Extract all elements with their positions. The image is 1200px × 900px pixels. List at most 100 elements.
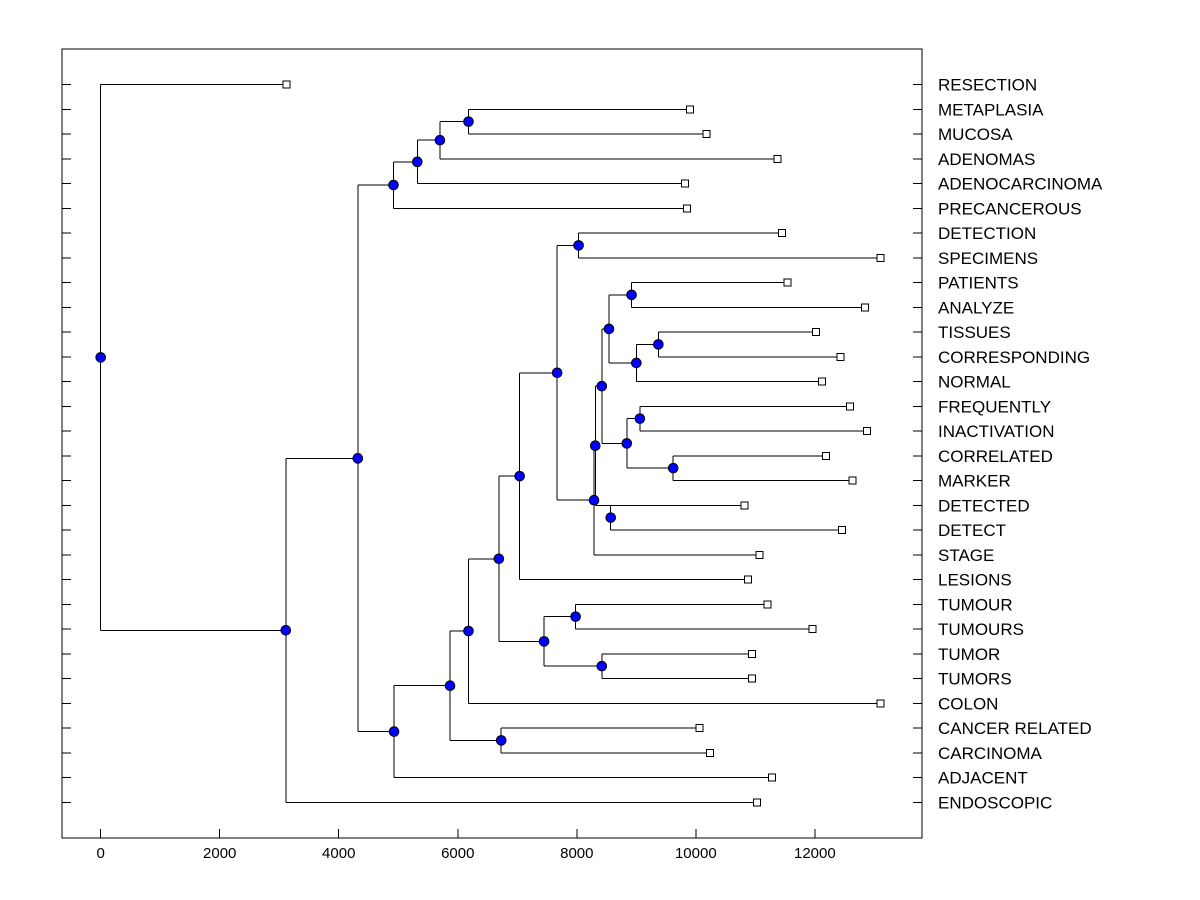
leaf-label-tissues: TISSUES bbox=[938, 323, 1011, 342]
dendrogram-edges bbox=[100, 84, 881, 803]
cluster-node-n1 bbox=[463, 116, 474, 127]
leaf-label-detection: DETECTION bbox=[938, 224, 1036, 243]
cluster-node-n15 bbox=[605, 512, 617, 523]
leaf-marker-tumours bbox=[808, 625, 817, 633]
leaf-marker-specimens bbox=[876, 253, 885, 262]
leaf-marker-detection bbox=[778, 229, 787, 237]
cluster-node-n17 bbox=[551, 367, 563, 379]
cluster-node-n21 bbox=[538, 636, 550, 647]
cluster-node-n11 bbox=[667, 462, 679, 474]
leaf-marker-tissues bbox=[812, 328, 821, 336]
leaf-label-lesions: LESIONS bbox=[938, 571, 1012, 590]
cluster-node-n23 bbox=[463, 625, 474, 637]
x-tick-label: 10000 bbox=[675, 845, 717, 862]
x-tick-label: 6000 bbox=[441, 845, 474, 862]
leaf-marker-corresponding bbox=[836, 352, 845, 361]
leaf-label-adenocarcinoma: ADENOCARCINOMA bbox=[938, 175, 1103, 194]
leaf-label-detected: DETECTED bbox=[938, 496, 1030, 515]
leaf-label-adenomas: ADENOMAS bbox=[938, 150, 1035, 169]
cluster-node-n6 bbox=[626, 289, 637, 301]
leaf-label-corresponding: CORRESPONDING bbox=[938, 348, 1090, 367]
leaf-label-specimens: SPECIMENS bbox=[938, 249, 1038, 268]
cluster-node-n27 bbox=[352, 453, 364, 464]
leaf-label-marker: MARKER bbox=[938, 472, 1011, 491]
leaf-label-frequently: FREQUENTLY bbox=[938, 397, 1051, 416]
leaf-marker-inactivation bbox=[863, 427, 872, 435]
leaf-label-tumour: TUMOUR bbox=[938, 595, 1013, 614]
leaf-label-patients: PATIENTS bbox=[938, 274, 1019, 293]
leaf-label-stage: STAGE bbox=[938, 546, 994, 565]
leaf-marker-endoscopic bbox=[753, 798, 762, 807]
cluster-node-n13 bbox=[596, 380, 608, 392]
leaf-labels: RESECTION METAPLASIA MUCOSA ADENOMAS ADENOCA… bbox=[938, 76, 1103, 813]
cluster-node-n29 bbox=[95, 352, 106, 363]
y-axis-ticks bbox=[62, 84, 922, 803]
cluster-node-n4 bbox=[388, 179, 399, 191]
leaf-label-normal: NORMAL bbox=[938, 373, 1011, 392]
leaf-marker-frequently bbox=[845, 402, 854, 411]
cluster-node-n9 bbox=[603, 323, 615, 335]
leaf-marker-stage bbox=[755, 550, 764, 559]
node-markers bbox=[95, 116, 679, 746]
leaf-marker-adjacent bbox=[768, 773, 777, 782]
leaf-marker-adenomas bbox=[773, 154, 782, 163]
leaf-marker-adenocarcinoma bbox=[681, 179, 690, 188]
leaf-label-correlated: CORRELATED bbox=[938, 447, 1053, 466]
leaf-label-mucosa: MUCOSA bbox=[938, 125, 1013, 144]
x-tick-label: 0 bbox=[97, 845, 105, 862]
leaf-label-metaplasia: METAPLASIA bbox=[938, 100, 1044, 119]
cluster-node-n10 bbox=[634, 413, 646, 424]
leaf-marker-precancerous bbox=[682, 204, 691, 213]
leaf-marker-detect bbox=[838, 526, 847, 534]
cluster-node-n20 bbox=[596, 660, 608, 672]
cluster-node-n2 bbox=[434, 134, 446, 146]
leaf-marker-lesions bbox=[744, 575, 753, 584]
x-tick-label: 8000 bbox=[560, 845, 593, 862]
leaf-marker-colon bbox=[876, 699, 885, 708]
leaf-marker-tumor bbox=[747, 649, 756, 658]
leaf-label-tumours: TUMOURS bbox=[938, 620, 1024, 639]
leaf-label-cancer-related: CANCER RELATED bbox=[938, 719, 1092, 738]
x-tick-label: 12000 bbox=[794, 845, 836, 862]
cluster-node-n16 bbox=[588, 494, 600, 506]
leaf-marker-cancer-related bbox=[695, 724, 704, 732]
leaf-marker-mucosa bbox=[702, 130, 711, 138]
cluster-node-n28 bbox=[280, 624, 292, 636]
leaf-label-carcinoma: CARCINOMA bbox=[938, 744, 1043, 763]
cluster-node-n24 bbox=[495, 735, 507, 746]
leaf-marker-resection bbox=[282, 80, 291, 89]
leaf-marker-correlated bbox=[822, 451, 831, 460]
leaf-marker-metaplasia bbox=[685, 105, 694, 114]
cluster-node-n12 bbox=[621, 438, 633, 449]
leaf-label-adjacent: ADJACENT bbox=[938, 769, 1028, 788]
leaf-label-endoscopic: ENDOSCOPIC bbox=[938, 793, 1052, 812]
leaf-marker-normal bbox=[818, 377, 827, 386]
leaf-label-tumor: TUMOR bbox=[938, 645, 1000, 664]
cluster-node-n26 bbox=[388, 726, 400, 737]
leaf-marker-tumors bbox=[747, 674, 756, 683]
leaf-marker-patients bbox=[783, 278, 792, 287]
cluster-node-n7 bbox=[653, 339, 664, 350]
cluster-node-n8 bbox=[631, 357, 642, 369]
cluster-node-n19 bbox=[570, 611, 581, 622]
cluster-node-n18 bbox=[514, 470, 525, 482]
cluster-node-n14 bbox=[589, 440, 601, 451]
x-tick-label: 2000 bbox=[203, 845, 236, 862]
leaf-label-precancerous: PRECANCEROUS bbox=[938, 199, 1082, 218]
x-axis: 0 2000 4000 6000 8000 10000 12000 bbox=[97, 829, 836, 862]
leaf-label-detect: DETECT bbox=[938, 521, 1006, 540]
leaf-marker-detected bbox=[740, 501, 749, 510]
leaf-label-tumors: TUMORS bbox=[938, 670, 1012, 689]
leaf-marker-analyze bbox=[860, 303, 869, 312]
leaf-marker-marker bbox=[848, 476, 857, 485]
leaf-label-inactivation: INACTIVATION bbox=[938, 422, 1055, 441]
x-tick-label: 4000 bbox=[322, 845, 355, 862]
leaf-label-resection: RESECTION bbox=[938, 76, 1037, 95]
leaf-label-analyze: ANALYZE bbox=[938, 298, 1014, 317]
cluster-node-n5 bbox=[573, 240, 584, 251]
leaf-marker-tumour bbox=[763, 600, 772, 609]
cluster-node-n25 bbox=[444, 680, 456, 691]
leaf-label-colon: COLON bbox=[938, 694, 998, 713]
leaf-marker-carcinoma bbox=[706, 748, 715, 757]
